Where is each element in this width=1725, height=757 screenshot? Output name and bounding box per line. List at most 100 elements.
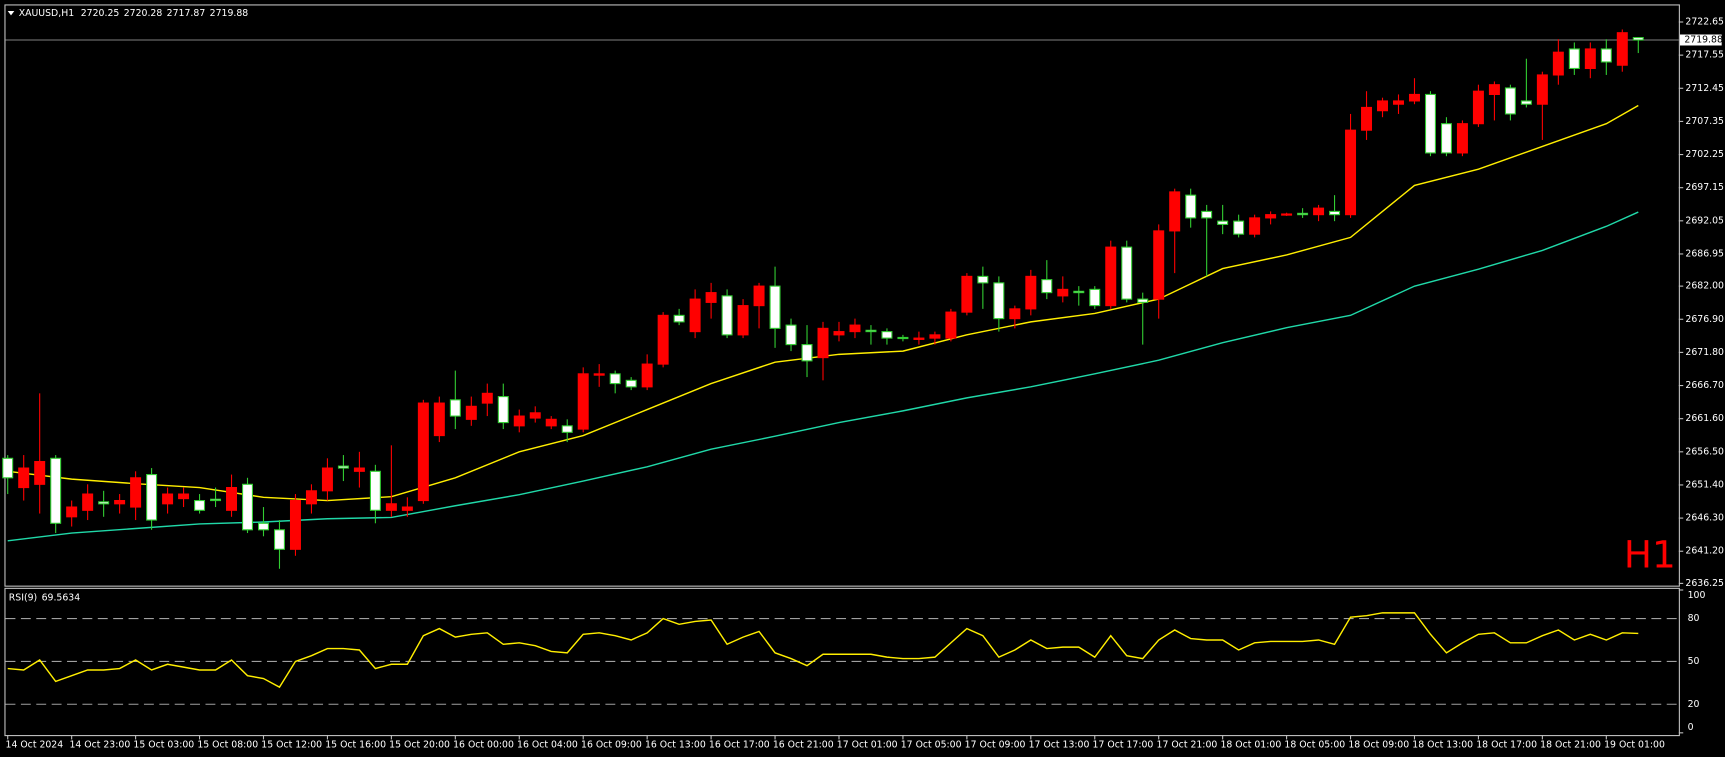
candle-body (897, 336, 909, 340)
candle-body (1520, 100, 1532, 105)
rsi-tick-label: 20 (1688, 699, 1700, 710)
header-open: 2720.25 (81, 8, 120, 19)
candle-body (1137, 298, 1149, 303)
header-high: 2720.28 (124, 8, 163, 19)
candle-body (2, 457, 14, 479)
y-tick-label: 2661.60 (1685, 413, 1724, 424)
candle-body (1440, 123, 1452, 154)
candle-body (257, 522, 269, 531)
candle-body (1345, 129, 1357, 216)
candle-body (1041, 279, 1053, 294)
x-tick-label: 18 Oct 13:00 (1412, 739, 1473, 750)
chart-header: XAUUSD,H1 2720.25 2720.28 2717.87 2719.88 (19, 8, 249, 19)
x-tick-label: 15 Oct 20:00 (389, 739, 450, 750)
candle-body (801, 344, 813, 362)
candle-body (609, 373, 621, 385)
x-tick-label: 15 Oct 03:00 (133, 739, 194, 750)
candle-body (913, 337, 925, 340)
menu-arrow (7, 10, 15, 16)
candle-body (1185, 194, 1197, 219)
candle-body (1552, 51, 1564, 76)
current-price-box (1679, 34, 1722, 46)
candle-body (114, 500, 126, 505)
candle-body (1313, 207, 1325, 216)
candle-body (50, 457, 62, 524)
candle-body (1408, 93, 1420, 102)
candle-body (242, 483, 253, 531)
y-tick-label: 2722.65 (1685, 16, 1724, 27)
candle-body (1105, 246, 1117, 307)
candle-body (1089, 288, 1101, 307)
timeframe-watermark: H1 (1624, 533, 1676, 577)
candle-body (18, 467, 30, 489)
rsi-tick-label: 50 (1688, 656, 1700, 667)
candle-body (1009, 308, 1021, 320)
y-tick-label: 2712.45 (1685, 83, 1724, 94)
y-tick-label: 2692.05 (1685, 215, 1724, 226)
candle-body (1456, 123, 1468, 154)
y-tick-label: 2682.00 (1685, 281, 1724, 292)
candle-body (641, 363, 653, 388)
x-tick-label: 14 Oct 23:00 (69, 739, 130, 750)
candle-body (529, 412, 541, 419)
rsi-tick-label: 100 (1688, 590, 1706, 601)
symbol-title: XAUUSD,H1 (19, 8, 75, 19)
y-tick-label: 2676.90 (1685, 314, 1724, 325)
candle-body (305, 490, 317, 505)
candle-body (162, 493, 174, 505)
candle-body (689, 298, 701, 333)
x-tick-label: 17 Oct 05:00 (901, 739, 962, 750)
candle-body (1584, 48, 1596, 70)
candle-body (1153, 230, 1165, 300)
header-close: 2719.88 (210, 8, 249, 19)
candle-body (417, 402, 429, 502)
current-price-label: 2719.88 (1684, 34, 1723, 45)
candle-body (273, 529, 285, 550)
x-tick-label: 16 Oct 04:00 (517, 739, 578, 750)
candle-body (194, 500, 206, 511)
candle-body (657, 314, 669, 365)
x-tick-label: 16 Oct 21:00 (773, 739, 834, 750)
x-tick-label: 16 Oct 17:00 (709, 739, 770, 750)
candle-body (497, 396, 509, 424)
y-tick-label: 2651.40 (1685, 479, 1724, 490)
candle-body (130, 477, 142, 508)
candle-body (1233, 220, 1245, 235)
x-tick-label: 18 Oct 05:00 (1284, 739, 1345, 750)
candle-body (577, 373, 589, 430)
candle-body (353, 467, 365, 472)
x-tick-label: 17 Oct 09:00 (965, 739, 1026, 750)
rsi-panel-frame (4, 587, 1680, 737)
candle-body (593, 373, 605, 376)
candle-body (881, 331, 893, 339)
moving-average-line (7, 211, 1639, 542)
candle-body (98, 501, 110, 505)
candle-body (817, 327, 829, 359)
candle-body (337, 465, 349, 469)
candle-body (1488, 84, 1500, 95)
candle-body (753, 285, 765, 307)
candle-body (1632, 37, 1644, 41)
candle-body (1217, 220, 1229, 225)
y-tick-label: 2656.50 (1685, 446, 1724, 457)
rsi-current: 69.5634 (42, 592, 81, 603)
rsi-line (7, 612, 1639, 689)
candle-body (1249, 217, 1261, 235)
candle-body (1281, 213, 1293, 216)
candle-body (561, 425, 573, 433)
candle-body (1329, 210, 1341, 216)
candle-body (769, 285, 781, 329)
x-tick-label: 16 Oct 09:00 (581, 739, 642, 750)
y-tick-label: 2636.25 (1685, 578, 1724, 589)
x-tick-label: 16 Oct 00:00 (453, 739, 514, 750)
x-tick-label: 15 Oct 08:00 (197, 739, 258, 750)
candle-body (1600, 48, 1612, 63)
candle-body (625, 379, 637, 388)
header-low: 2717.87 (167, 8, 206, 19)
candle-body (673, 314, 685, 323)
x-tick-label: 15 Oct 12:00 (261, 739, 322, 750)
candle-body (401, 506, 413, 511)
candle-body (1568, 48, 1580, 70)
candle-body (961, 275, 973, 313)
